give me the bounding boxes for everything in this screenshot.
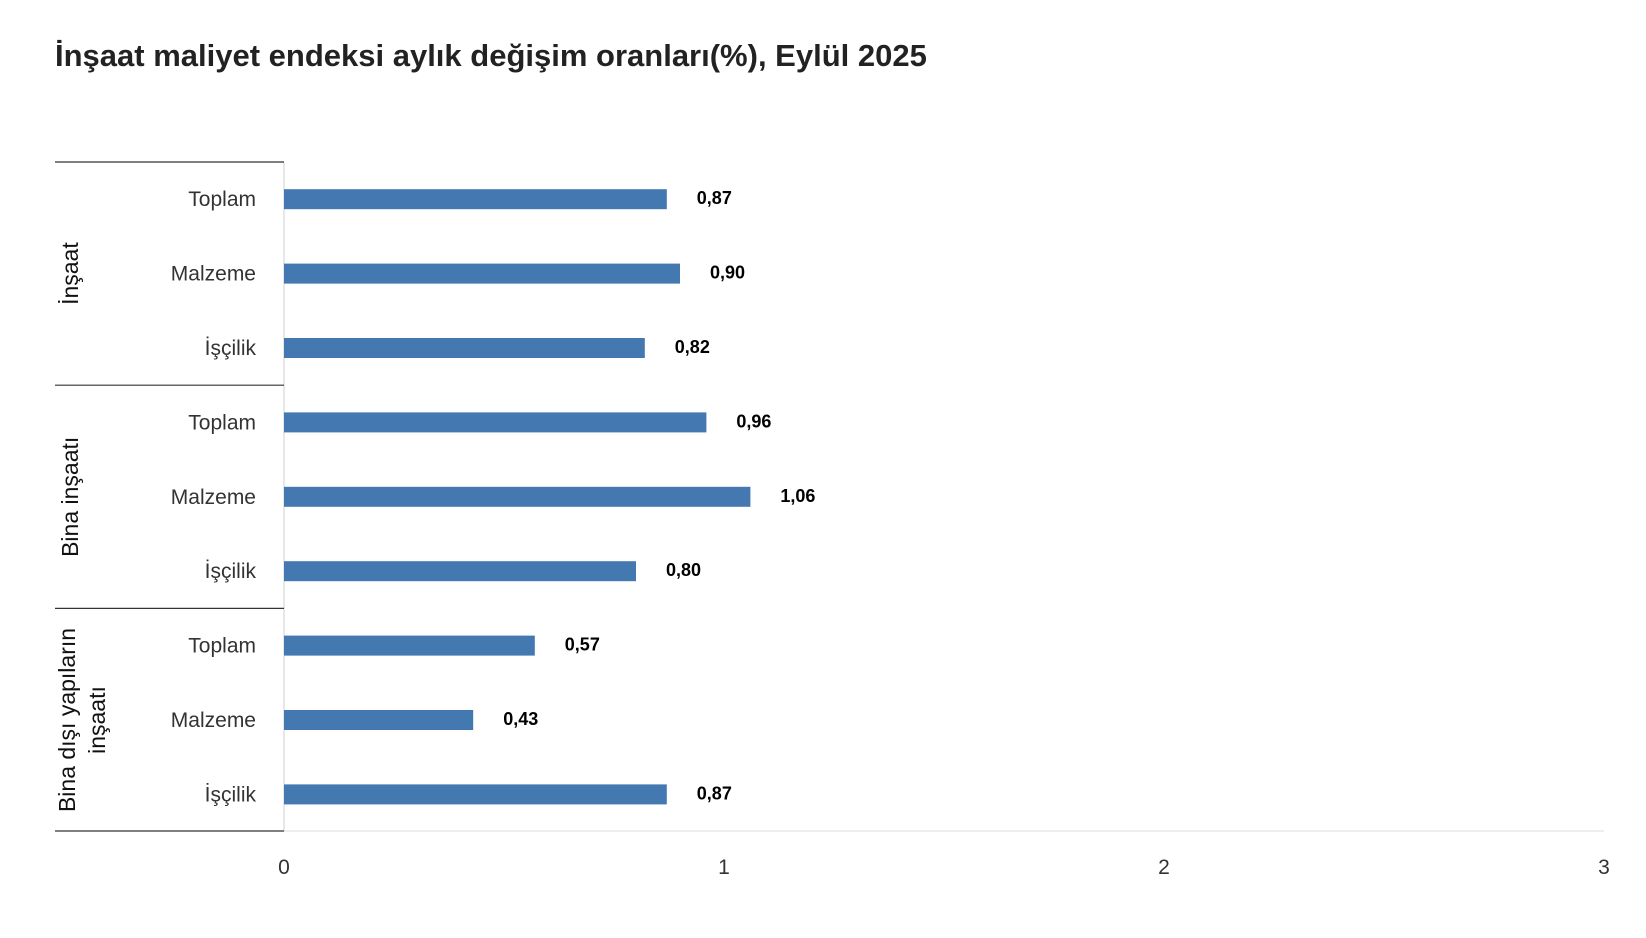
chart-title: İnşaat maliyet endeksi aylık değişim ora…: [55, 38, 927, 73]
bar: [284, 784, 667, 805]
category-label: İşçilik: [205, 337, 257, 360]
bar: [284, 635, 535, 656]
x-tick-label: 3: [1598, 856, 1610, 879]
x-tick-label: 0: [278, 856, 290, 879]
bar: [284, 561, 636, 582]
value-label: 0,57: [565, 635, 600, 655]
x-tick-label: 1: [718, 856, 730, 879]
value-label: 0,82: [675, 337, 710, 357]
category-label: Malzeme: [171, 709, 256, 732]
category-label: Malzeme: [171, 486, 256, 509]
group-label: Bina dışı yapıların: [54, 628, 80, 812]
bar: [284, 412, 707, 433]
bar: [284, 710, 474, 730]
bar: [284, 263, 680, 284]
bar: [284, 338, 645, 358]
group-label: Bina inşaatı: [57, 437, 83, 557]
category-label: Toplam: [188, 635, 256, 658]
bar: [284, 486, 751, 507]
category-label: İşçilik: [205, 560, 257, 583]
category-label: Toplam: [188, 411, 256, 434]
group-label: İnşaat: [57, 242, 83, 305]
value-label: 0,87: [697, 783, 732, 803]
group-label: inşaatı: [84, 686, 110, 754]
bar: [284, 189, 667, 210]
category-label: İşçilik: [205, 783, 257, 806]
value-label: 0,96: [736, 411, 771, 431]
category-label: Toplam: [188, 188, 256, 211]
value-label: 0,80: [666, 560, 701, 580]
labels: 0 1 2 3 Toplam 0,87 Malzeme 0,90 İşçilik 0,82 Topl…: [54, 188, 1610, 879]
x-tick-label: 2: [1158, 856, 1170, 879]
value-label: 0,43: [503, 709, 538, 729]
value-label: 0,87: [697, 188, 732, 208]
value-label: 0,90: [710, 263, 745, 283]
category-label: Malzeme: [171, 263, 256, 286]
value-label: 1,06: [780, 486, 815, 506]
bars: [284, 189, 751, 805]
